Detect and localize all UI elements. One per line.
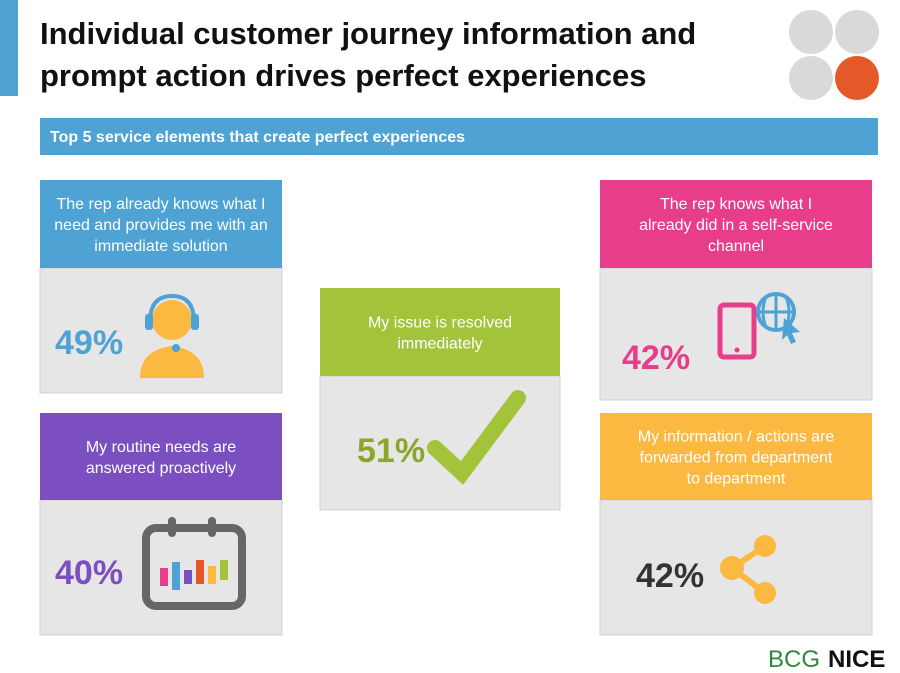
agent-icon [140,293,204,378]
calendar-icon [142,517,246,610]
card-label: need and provides me with an [54,217,267,234]
card-value: 49% [55,324,123,362]
card-label: immediate solution [94,238,227,255]
card-header [320,288,560,376]
title-line: prompt action drives perfect experiences [40,58,646,93]
decor-circles [789,10,879,100]
card-header [40,413,282,500]
card-label: My information / actions are [638,429,835,446]
card-label: My issue is resolved [368,315,512,332]
card-body [599,267,873,401]
share-icon [720,535,776,604]
logo-bcg: BCG [768,646,820,673]
card-label: already did in a self-service [639,217,833,234]
card-label: My routine needs are [86,439,236,456]
card-label: forwarded from department [640,450,834,467]
device-icon [717,292,800,360]
card-header [40,180,282,268]
accent-bar [0,0,18,96]
card-value: 40% [55,554,123,592]
check-icon [427,390,526,485]
card-label: channel [708,238,764,255]
card-value: 51% [357,432,425,470]
card-label: The rep already knows what I [57,196,266,213]
card-value: 42% [622,339,690,377]
title-line: Individual customer journey information … [40,16,696,51]
card-label: immediately [397,336,482,353]
banner [40,118,878,155]
card-label: answered proactively [86,460,236,477]
card-header [600,180,872,268]
card-label: The rep knows what I [660,196,812,213]
logo-nice: NICE [828,646,885,673]
banner-text: Top 5 service elements that create perfe… [50,129,465,146]
card-label: to department [687,471,786,488]
card-header [600,413,872,500]
card-value: 42% [636,557,704,595]
